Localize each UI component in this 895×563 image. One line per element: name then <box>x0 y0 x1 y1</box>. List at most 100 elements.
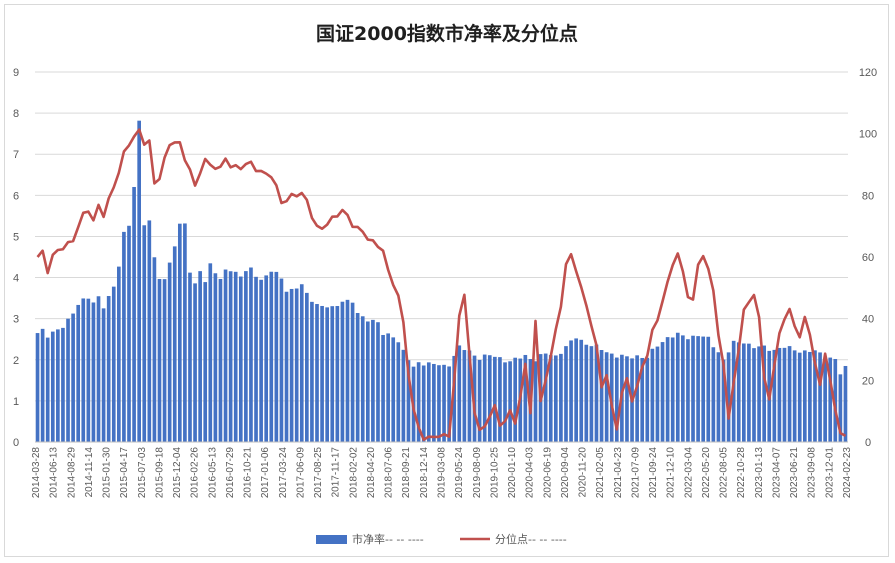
bar <box>762 345 766 442</box>
x-tick-label: 2018-04-20 <box>366 447 377 499</box>
bar <box>264 275 269 442</box>
x-tick-label: 2017-11-17 <box>331 447 342 498</box>
bar <box>818 352 822 442</box>
bar <box>808 351 812 442</box>
x-tick-label: 2014-11-14 <box>84 447 95 498</box>
x-tick-label: 2016-05-13 <box>207 447 218 499</box>
bar <box>599 350 604 442</box>
bar <box>325 307 330 442</box>
bar <box>711 347 716 442</box>
bar <box>111 286 116 442</box>
right-tick-label: 60 <box>862 252 874 264</box>
x-tick-label: 2021-02-05 <box>595 447 606 499</box>
bar <box>467 350 472 442</box>
x-tick-label: 2017-06-09 <box>296 447 307 499</box>
x-tick-label: 2014-03-28 <box>31 447 42 499</box>
x-tick-label: 2022-10-28 <box>736 447 747 499</box>
bar <box>828 357 833 442</box>
bar <box>177 223 182 442</box>
bar <box>426 362 431 442</box>
x-tick-label: 2022-08-05 <box>719 447 730 499</box>
bar <box>269 271 274 442</box>
bar <box>371 319 375 442</box>
x-tick-label: 2017-01-06 <box>260 447 271 499</box>
x-tick-label: 2020-04-03 <box>525 447 536 499</box>
bar <box>376 322 380 442</box>
bar <box>396 342 401 442</box>
bar <box>152 257 157 442</box>
bar <box>137 120 141 443</box>
bar <box>747 343 751 442</box>
bar <box>797 352 802 442</box>
left-tick-label: 7 <box>13 149 19 161</box>
bar <box>477 359 482 442</box>
bar <box>330 306 335 442</box>
bar <box>218 278 223 442</box>
bar <box>40 328 45 442</box>
bar <box>244 271 248 442</box>
bar <box>655 346 660 442</box>
x-tick-label: 2022-05-20 <box>701 447 712 499</box>
legend: 市净率-- -- ---- 分位点-- -- ---- <box>316 532 567 546</box>
bar <box>569 340 573 442</box>
bar <box>736 342 741 442</box>
bar <box>503 362 507 442</box>
x-tick-label: 2014-08-29 <box>66 447 77 499</box>
bar <box>233 271 238 442</box>
bar <box>289 288 294 442</box>
bar <box>335 306 340 442</box>
bar <box>315 304 319 442</box>
bar <box>386 333 390 442</box>
chart-frame <box>4 4 889 557</box>
bar <box>726 352 731 442</box>
x-tick-label: 2015-07-03 <box>137 447 148 499</box>
x-tick-label: 2022-03-04 <box>683 447 694 499</box>
x-tick-label: 2018-02-02 <box>348 447 359 499</box>
x-axis: 2014-03-28 2014-06-13 2014-08-29 2014-11-14… <box>31 441 853 499</box>
bar <box>706 336 711 442</box>
percentile-line <box>36 128 847 442</box>
bar <box>513 357 518 442</box>
right-tick-label: 120 <box>859 67 877 79</box>
bar <box>96 296 101 442</box>
bar <box>365 321 370 442</box>
bar <box>457 345 462 442</box>
bar <box>162 279 167 442</box>
bar <box>604 352 609 442</box>
bar <box>696 336 700 442</box>
bar <box>833 358 838 442</box>
legend-label-percentile: 分位点-- -- ---- <box>495 532 567 546</box>
bar <box>223 269 228 442</box>
bar <box>71 313 75 442</box>
left-tick-label: 1 <box>13 396 19 408</box>
bar <box>401 349 406 442</box>
x-tick-label: 2016-07-29 <box>225 447 236 499</box>
bar <box>391 337 396 442</box>
bar <box>340 301 345 442</box>
bar <box>183 223 187 442</box>
bar <box>360 316 365 442</box>
bar <box>548 355 553 442</box>
left-axis: 0 1 2 3 4 5 6 7 8 9 <box>13 67 19 449</box>
bar <box>640 357 645 442</box>
bar <box>823 358 827 442</box>
x-tick-label: 2021-04-23 <box>613 447 624 499</box>
x-tick-label: 2019-08-09 <box>472 447 483 499</box>
bar <box>452 355 457 442</box>
x-tick-label: 2023-04-07 <box>772 447 783 499</box>
bar <box>238 276 243 442</box>
bar <box>213 273 218 442</box>
bar <box>752 348 756 442</box>
bar <box>670 337 675 442</box>
bar <box>675 332 680 442</box>
bar <box>508 361 512 442</box>
bar <box>584 344 589 442</box>
bar <box>106 296 111 442</box>
x-tick-label: 2018-09-21 <box>401 447 412 499</box>
bar <box>487 355 492 442</box>
x-tick-label: 2024-02-23 <box>842 447 853 499</box>
bar <box>345 299 350 442</box>
bar <box>167 262 172 442</box>
bar <box>574 338 578 442</box>
